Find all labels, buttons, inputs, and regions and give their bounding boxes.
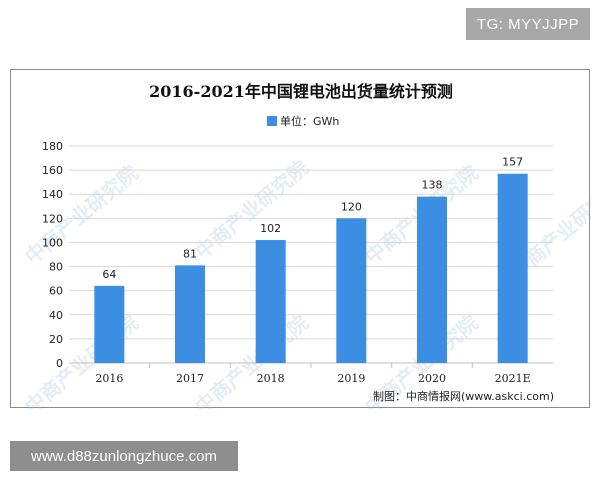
bar [255,240,286,363]
watermark-text: 中商产业研究院 [20,160,143,268]
y-tick-label: 140 [42,188,63,201]
legend-swatch [267,116,277,126]
bar [175,265,205,363]
bar-value-label: 64 [102,268,116,281]
bar-value-label: 120 [341,200,362,213]
bars [94,173,528,363]
bar-chart: 中商产业研究院中商产业研究院中商产业研究院中商产业研究院中商产业研究院中商产业研… [20,82,591,409]
x-category-label: 2019 [337,372,365,385]
url-banner: www.d88zunlongzhuce.com [10,441,238,471]
watermark-text: 中商产业研究院 [190,310,313,409]
bar [417,196,447,363]
labels: 0 20 40 60 80 100 120 140 160 180 2016 64 2017 81 2018… [42,140,531,385]
y-tick-label: 180 [42,140,63,153]
y-tick-label: 120 [42,212,63,225]
x-category-label: 2018 [257,372,285,385]
source-credit: 制图：中商情报网(www.askci.com) [373,389,554,403]
bar [94,285,125,363]
watermark-text: 中商产业研究院 [20,310,143,409]
bar [336,218,367,363]
x-category-label: 2021E [495,372,531,385]
y-tick-label: 60 [49,285,63,298]
y-tick-label: 100 [42,236,63,249]
x-category-label: 2016 [95,372,123,385]
bar [497,173,528,363]
channel-badge: TG: MYYJJPP [466,8,590,40]
y-tick-label: 40 [49,309,63,322]
watermark-text: 中商产业研究院 [190,155,313,263]
bar-value-label: 102 [260,222,281,235]
x-category-label: 2020 [418,372,446,385]
y-tick-label: 20 [49,333,63,346]
x-category-label: 2017 [176,372,204,385]
chart-title: 2016-2021年中国锂电池出货量统计预测 [149,82,453,101]
y-tick-label: 80 [49,261,63,274]
bar-value-label: 157 [502,156,523,169]
y-tick-label: 0 [56,357,63,370]
chart-frame: 中商产业研究院中商产业研究院中商产业研究院中商产业研究院中商产业研究院中商产业研… [10,69,591,409]
bar-value-label: 81 [183,247,197,260]
legend-label: 单位：GWh [280,114,339,128]
bar-value-label: 138 [422,179,443,192]
gridlines [69,145,553,368]
y-tick-label: 160 [42,164,63,177]
